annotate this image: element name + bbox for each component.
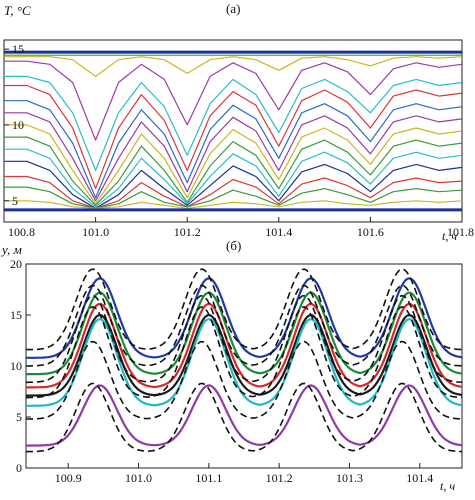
panel-a-ytick-label-2: 10: [12, 118, 24, 132]
panel-a-xtick-label-5: 101.6: [357, 225, 384, 239]
panel-b-ytick-label-1: 0: [16, 461, 22, 475]
panel-b-dashed-series-12: [25, 382, 463, 453]
panel-b-series-line-1: [26, 277, 463, 359]
panel-a-series-line-14: [4, 186, 463, 209]
panel-a-xtick-label-3: 101.2: [174, 225, 201, 239]
panel-a-xtick-label-2: 101.0: [82, 225, 109, 239]
panel-a-xtick-label-4: 101.4: [265, 225, 292, 239]
panel-a-xlabel: t, ч: [442, 229, 457, 243]
panel-b-ytick-label-5: 20: [10, 257, 22, 271]
panel-b-xtick-label-3: 101.1: [195, 471, 222, 485]
panel-a-xtick-label-1: 100.8: [8, 225, 35, 239]
panel-b-dashed-series-11: [26, 340, 463, 420]
panel-b-dashed-series-7: [26, 268, 463, 351]
panel-b-xtick-label-5: 101.3: [336, 471, 363, 485]
panel-a-xtick-label-6: 101.8: [447, 225, 474, 239]
panel-b-xlabel: t, ч: [440, 479, 455, 493]
panel-a-series-line-8: [4, 112, 463, 202]
panel-b-xtick-label-6: 101.4: [406, 471, 433, 485]
panel-a-series-line-5: [4, 75, 463, 171]
panel-a-series-line-15: [4, 200, 463, 209]
panel-a-series-line-7: [4, 100, 463, 199]
panel-b-ytick-label-2: 5: [16, 410, 22, 424]
panel-a-series-line-9: [4, 124, 463, 205]
panel-b-ylabel: y, м: [0, 242, 22, 257]
panel-b-dashed-series-8: [25, 284, 463, 367]
panel-b-ticks: 100.9 101.0 101.1 101.2 101.3 101.4 0 5 10 15 20: [10, 257, 433, 485]
panel-b-series-group: [25, 268, 463, 453]
panel-a: 100.8 101.0 101.2 101.4 101.6 101.8 5 10 15 T, °…: [3, 1, 474, 243]
panel-a-ylabel: T, °C: [4, 3, 31, 18]
panel-a-label: (а): [226, 1, 240, 16]
panel-b-series-line-5: [26, 318, 463, 407]
panel-b-ytick-label-4: 15: [10, 308, 22, 322]
panel-b-xtick-label-2: 101.0: [125, 471, 152, 485]
panel-b-xtick-label-1: 100.9: [55, 471, 82, 485]
panel-b-series-line-6: [26, 384, 463, 447]
panel-a-ytick-label-1: 5: [12, 194, 18, 208]
panel-a-ticks: 100.8 101.0 101.2 101.4 101.6 101.8 5 10 15: [3, 42, 474, 239]
panel-a-series-line-13: [4, 175, 463, 209]
panel-a-ytick-label-3: 15: [12, 42, 24, 56]
panel-a-series-line-3: [4, 56, 463, 77]
panel-a-series-group: [4, 50, 463, 212]
panel-b-series-line-2: [25, 291, 463, 376]
panel-a-series-line-12: [4, 160, 463, 209]
panel-b-dashed-series-10: [26, 306, 463, 399]
panel-a-series-line-4: [4, 60, 463, 141]
panel-a-series-line-11: [4, 148, 463, 208]
panel-b-xtick-label-4: 101.2: [266, 471, 293, 485]
panel-b: 100.9 101.0 101.1 101.2 101.3 101.4 0 5 10 15 20 y…: [0, 238, 463, 493]
panel-a-series-line-10: [4, 136, 463, 206]
panel-b-series-line-4: [26, 313, 463, 397]
panel-b-dashed-series-9: [26, 294, 463, 384]
panel-a-series-line-6: [4, 84, 463, 190]
panel-b-label: (б): [226, 238, 241, 253]
panel-b-ytick-label-3: 10: [10, 359, 22, 373]
